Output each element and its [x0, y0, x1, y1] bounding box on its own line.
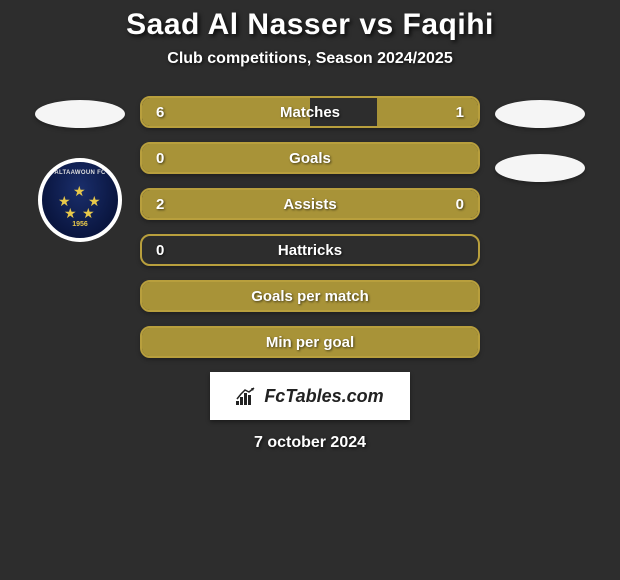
- compare-area: ALTAAWOUN FC ★ ★ ★ ★ ★ 1956 61Matches 0Go…: [0, 96, 620, 358]
- club-name-text: ALTAAWOUN FC: [54, 170, 105, 176]
- subtitle: Club competitions, Season 2024/2025: [0, 50, 620, 68]
- brand-text: FcTables.com: [264, 386, 383, 407]
- stat-bar-hattricks: 0Hattricks: [140, 234, 480, 266]
- bar-label: Goals: [142, 150, 478, 167]
- stat-bar-goals-per-match: Goals per match: [140, 280, 480, 312]
- bar-label: Goals per match: [142, 288, 478, 305]
- stat-bar-goals: 0Goals: [140, 142, 480, 174]
- fctables-logo-icon: [236, 387, 258, 405]
- comparison-infographic: Saad Al Nasser vs Faqihi Club competitio…: [0, 0, 620, 452]
- stat-bars: 61Matches 0Goals 20Assists 0Hattricks Goals …: [140, 96, 480, 358]
- star-cluster-icon: ★ ★ ★ ★ ★: [60, 185, 100, 217]
- player-avatar-placeholder-left: [35, 100, 125, 128]
- page-title: Saad Al Nasser vs Faqihi: [0, 8, 620, 42]
- stat-bar-matches: 61Matches: [140, 96, 480, 128]
- bar-label: Hattricks: [142, 242, 478, 259]
- right-player-col: [490, 96, 590, 358]
- club-logo-left: ALTAAWOUN FC ★ ★ ★ ★ ★ 1956: [38, 158, 122, 242]
- left-player-col: ALTAAWOUN FC ★ ★ ★ ★ ★ 1956: [30, 96, 130, 358]
- stat-bar-assists: 20Assists: [140, 188, 480, 220]
- player-avatar-placeholder-right: [495, 100, 585, 128]
- club-year: 1956: [72, 221, 88, 228]
- bar-label: Min per goal: [142, 334, 478, 351]
- brand-watermark: FcTables.com: [210, 372, 410, 420]
- club-logo-placeholder-right: [495, 154, 585, 182]
- date-text: 7 october 2024: [0, 434, 620, 452]
- stat-bar-min-per-goal: Min per goal: [140, 326, 480, 358]
- bar-label: Matches: [142, 104, 478, 121]
- bar-label: Assists: [142, 196, 478, 213]
